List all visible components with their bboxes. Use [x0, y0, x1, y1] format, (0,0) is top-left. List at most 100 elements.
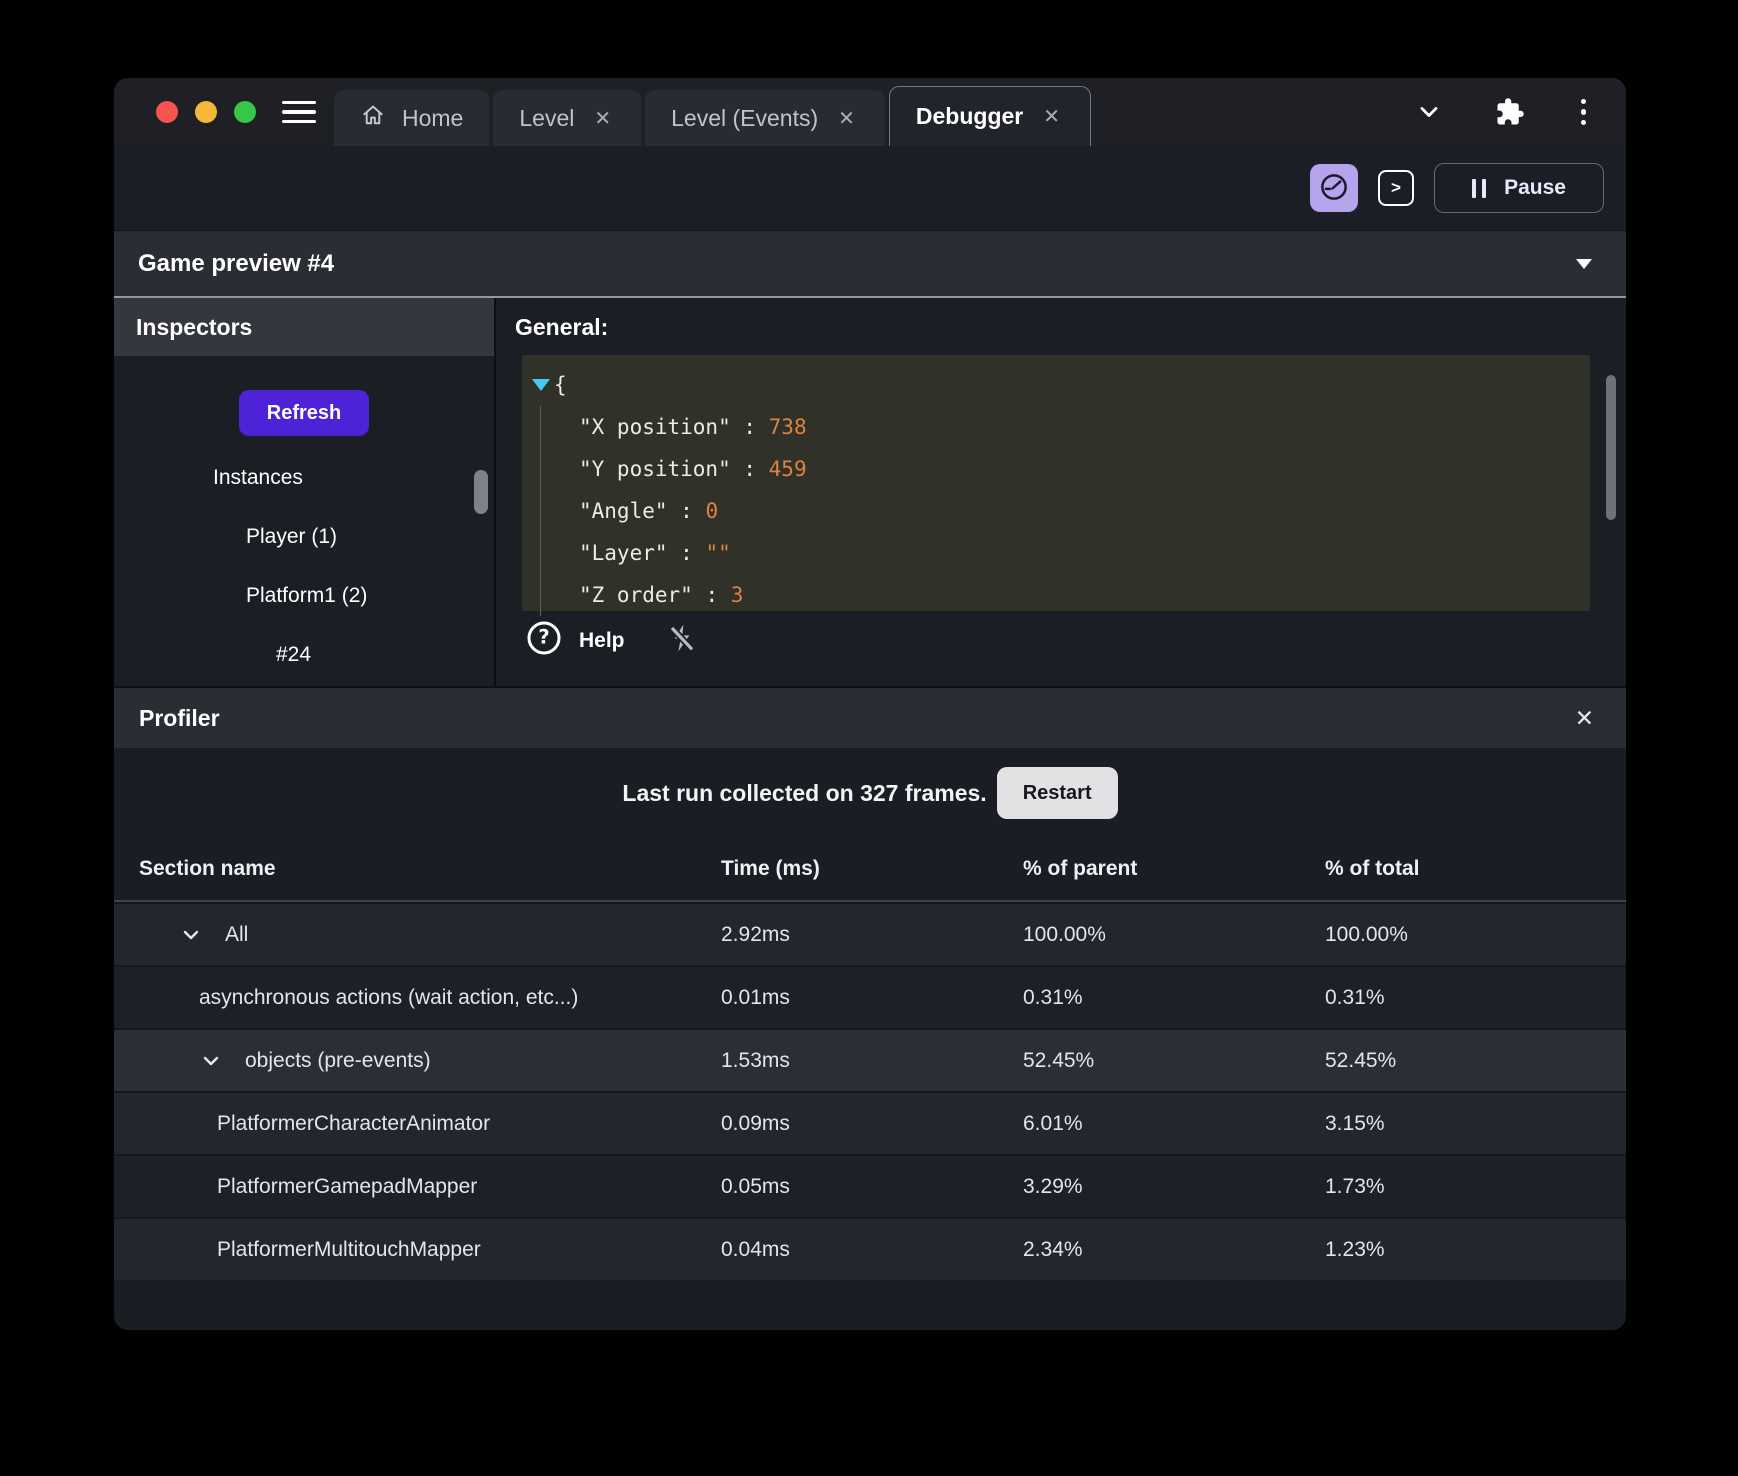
tab-label: Debugger	[916, 103, 1023, 130]
row-chevron-icon[interactable]	[179, 923, 203, 947]
code-key: "Z order"	[579, 583, 693, 607]
cell-time: 2.92ms	[721, 923, 1023, 947]
profiler-status: Last run collected on 327 frames.	[622, 780, 986, 807]
section-name: All	[225, 923, 248, 947]
collapse-caret-icon[interactable]	[1576, 259, 1592, 269]
cell-time: 0.04ms	[721, 1238, 1023, 1262]
table-row[interactable]: asynchronous actions (wait action, etc..…	[114, 965, 1626, 1028]
kebab-menu-icon[interactable]	[1577, 95, 1591, 130]
code-line: "Z order" : 3	[579, 574, 1590, 616]
tab[interactable]: Level ✕	[493, 90, 641, 146]
cell-percent-parent: 6.01%	[1023, 1112, 1325, 1136]
column-header-parent: % of parent	[1023, 857, 1325, 881]
restart-button[interactable]: Restart	[997, 767, 1118, 819]
help-row: ? Help	[496, 620, 1626, 661]
table-row[interactable]: objects (pre-events) 1.53ms 52.45% 52.45…	[114, 1028, 1626, 1091]
inspector-split: Inspectors Refresh InstancesPlayer (1)Pl…	[114, 298, 1626, 686]
titlebar-actions	[1379, 78, 1627, 146]
debugger-toolbar: > Pause	[114, 146, 1626, 230]
inspector-item[interactable]: Player (1)	[114, 507, 494, 566]
pause-icon	[1472, 179, 1486, 198]
general-scrollbar[interactable]	[1606, 375, 1616, 520]
tab-close-icon[interactable]: ✕	[590, 104, 615, 133]
code-key: "X position"	[579, 415, 731, 439]
minimize-window-button[interactable]	[195, 101, 217, 123]
section-name: PlatformerMultitouchMapper	[217, 1238, 481, 1262]
cell-percent-parent: 52.45%	[1023, 1049, 1325, 1073]
table-row[interactable]: PlatformerGamepadMapper 0.05ms 3.29% 1.7…	[114, 1154, 1626, 1217]
general-panel: General: { "X position" : 738"Y position…	[496, 298, 1626, 686]
code-value: 3	[731, 583, 744, 607]
cell-time: 0.09ms	[721, 1112, 1023, 1136]
extensions-puzzle-icon[interactable]	[1495, 97, 1525, 127]
flash-off-icon[interactable]	[666, 622, 698, 659]
help-icon[interactable]: ?	[526, 620, 562, 661]
code-key: "Y position"	[579, 457, 731, 481]
preview-title: Game preview #4	[138, 250, 334, 278]
column-header-total: % of total	[1325, 857, 1626, 881]
table-header: Section name Time (ms) % of parent % of …	[114, 838, 1626, 902]
code-tree: "X position" : 738"Y position" : 459"Ang…	[540, 406, 1590, 616]
cell-name: PlatformerMultitouchMapper	[139, 1238, 721, 1262]
cell-time: 0.01ms	[721, 986, 1023, 1010]
app-window: Home Level ✕ Level (Events) ✕ Debugger ✕	[114, 78, 1626, 1330]
cell-name: asynchronous actions (wait action, etc..…	[139, 986, 721, 1010]
code-separator: :	[693, 583, 731, 607]
profiler-status-row: Last run collected on 327 frames. Restar…	[114, 748, 1626, 838]
code-line: "Angle" : 0	[579, 490, 1590, 532]
tab-label: Home	[402, 105, 463, 132]
inspectors-scrollbar[interactable]	[474, 470, 488, 514]
code-separator: :	[731, 415, 769, 439]
code-separator: :	[668, 499, 706, 523]
pause-button[interactable]: Pause	[1434, 163, 1604, 213]
cell-name: PlatformerGamepadMapper	[139, 1175, 721, 1199]
tab[interactable]: Debugger ✕	[889, 86, 1091, 146]
main-menu-icon[interactable]	[282, 78, 316, 146]
tab[interactable]: Level (Events) ✕	[645, 90, 885, 146]
tab-label: Level	[519, 105, 574, 132]
console-button[interactable]: >	[1378, 170, 1414, 206]
code-value: 459	[769, 457, 807, 481]
profiler-toggle-button[interactable]	[1310, 164, 1358, 212]
home-icon	[360, 102, 386, 134]
chevron-down-icon[interactable]	[1415, 98, 1443, 126]
inspector-item[interactable]: Instances	[114, 448, 494, 507]
cell-time: 0.05ms	[721, 1175, 1023, 1199]
tab-close-icon[interactable]: ✕	[834, 104, 859, 133]
zoom-window-button[interactable]	[234, 101, 256, 123]
tab[interactable]: Home	[334, 90, 489, 146]
column-header-section: Section name	[139, 857, 721, 881]
code-open-brace: {	[554, 373, 567, 397]
cell-name: PlatformerCharacterAnimator	[139, 1112, 721, 1136]
inspector-item[interactable]: Platform1 (2)	[114, 566, 494, 625]
inspector-item[interactable]: #24	[114, 625, 494, 684]
preview-bar: Game preview #4	[114, 230, 1626, 298]
tab-label: Level (Events)	[671, 105, 818, 132]
traffic-lights	[114, 78, 282, 146]
cell-percent-total: 100.00%	[1325, 923, 1626, 947]
code-line: "Layer" : ""	[579, 532, 1590, 574]
profiler-table: Section name Time (ms) % of parent % of …	[114, 838, 1626, 1280]
refresh-button[interactable]: Refresh	[239, 390, 369, 436]
cell-percent-parent: 0.31%	[1023, 986, 1325, 1010]
inspectors-panel: Inspectors Refresh InstancesPlayer (1)Pl…	[114, 298, 494, 686]
gauge-icon	[1319, 172, 1349, 205]
cell-percent-total: 0.31%	[1325, 986, 1626, 1010]
terminal-icon: >	[1391, 178, 1401, 198]
table-row[interactable]: PlatformerCharacterAnimator 0.09ms 6.01%…	[114, 1091, 1626, 1154]
help-label[interactable]: Help	[579, 629, 625, 653]
code-separator: :	[668, 541, 706, 565]
tab-close-icon[interactable]: ✕	[1039, 102, 1064, 131]
code-line: "Y position" : 459	[579, 448, 1590, 490]
code-expander-icon[interactable]	[532, 379, 550, 391]
profiler-close-icon[interactable]: ✕	[1575, 705, 1594, 732]
close-window-button[interactable]	[156, 101, 178, 123]
cell-percent-parent: 100.00%	[1023, 923, 1325, 947]
cell-percent-parent: 2.34%	[1023, 1238, 1325, 1262]
cell-percent-total: 1.73%	[1325, 1175, 1626, 1199]
table-row[interactable]: PlatformerMultitouchMapper 0.04ms 2.34% …	[114, 1217, 1626, 1280]
row-chevron-icon[interactable]	[199, 1049, 223, 1073]
cell-percent-total: 52.45%	[1325, 1049, 1626, 1073]
code-value: 738	[769, 415, 807, 439]
table-row[interactable]: All 2.92ms 100.00% 100.00%	[114, 902, 1626, 965]
